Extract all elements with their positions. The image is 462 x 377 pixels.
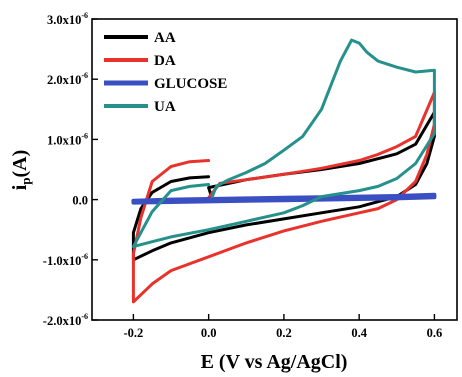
legend-label-glucose: GLUCOSE	[154, 76, 227, 92]
x-tick-label: -0.2	[123, 326, 143, 340]
legend-label-da: DA	[154, 53, 176, 69]
y-tick-label: 1.0x10-6	[47, 131, 88, 147]
x-tick-label: 0.2	[276, 326, 292, 340]
x-tick-label: 0.0	[201, 326, 217, 340]
plot-frame	[91, 18, 458, 321]
legend: AA DA GLUCOSE UA	[104, 30, 227, 115]
y-axis-title-main: i	[9, 184, 31, 190]
y-tick-label: -2.0x10-6	[43, 312, 88, 328]
x-axis-title: E (V vs Ag/AgCl)	[201, 351, 348, 373]
y-tick-label: 0.0	[72, 194, 88, 208]
y-tick-label: 2.0x10-6	[47, 71, 88, 87]
legend-label-ua: UA	[154, 99, 176, 115]
legend-label-aa: AA	[154, 30, 176, 46]
series-line-ua	[131, 38, 436, 249]
y-tick-label: 3.0x10-6	[47, 11, 88, 27]
y-axis-title-subscript: p	[18, 177, 33, 184]
y-axis-title-unit: (A)	[9, 150, 31, 178]
y-axis-title: ip(A)	[9, 150, 33, 191]
ticks-layer: -0.2 0.0 0.2 0.4 0.6 -2.0x10-6 -1.0x10-6 0.0 1.0…	[43, 11, 442, 340]
series-line-glucose	[131, 192, 437, 205]
series-line-aa	[131, 110, 436, 262]
series-layer	[131, 38, 437, 304]
x-tick-label: 0.6	[427, 326, 443, 340]
y-tick-label: -1.0x10-6	[43, 252, 88, 268]
x-tick-label: 0.4	[351, 326, 367, 340]
